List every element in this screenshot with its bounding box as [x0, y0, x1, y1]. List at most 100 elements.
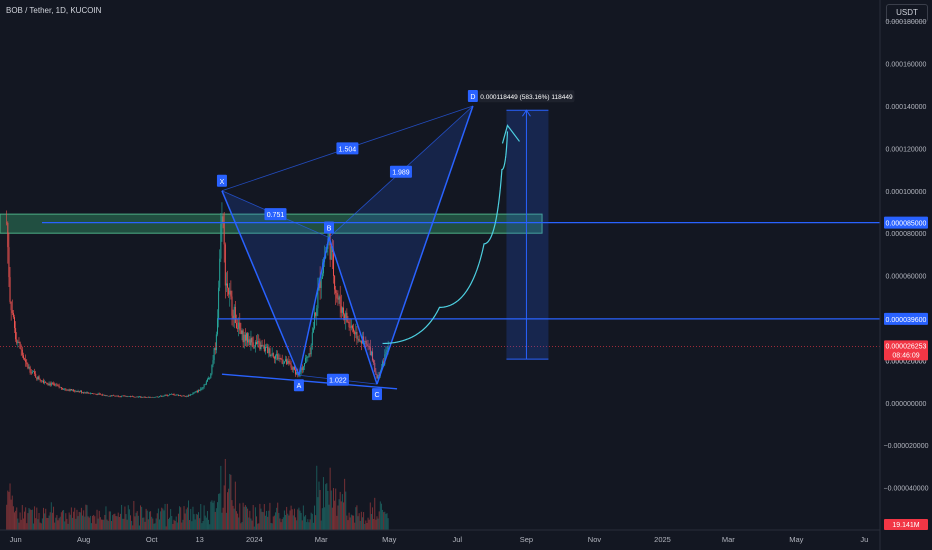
volume-bar: [199, 518, 201, 530]
candle: [22, 355, 24, 359]
projection-label: 0.000118449 (583.16%) 118449: [480, 94, 573, 101]
candle: [182, 395, 184, 397]
point-label: B: [327, 225, 332, 232]
candle: [167, 395, 169, 396]
candle: [202, 386, 204, 389]
candle: [267, 346, 269, 354]
volume-bar: [357, 516, 359, 530]
candle: [306, 356, 308, 358]
volume-bar: [89, 515, 91, 530]
volume-bar: [326, 483, 328, 530]
candle: [76, 391, 78, 392]
volume-bar: [218, 493, 220, 530]
candle: [177, 394, 179, 396]
bcd-triangle: [329, 106, 473, 385]
volume-bar: [63, 509, 65, 530]
candle: [96, 394, 98, 395]
candle: [302, 366, 304, 371]
price-axis[interactable]: 0.000180000 0.000160000 0.000140000 0.00012…: [879, 0, 929, 550]
volume-bar: [302, 505, 304, 530]
candle: [199, 389, 201, 391]
volume-bar: [290, 505, 292, 530]
volume-bar: [15, 510, 17, 530]
candle: [65, 388, 67, 390]
currency-button[interactable]: USDT: [886, 4, 928, 22]
volume-bar: [31, 509, 33, 530]
volume-bar: [368, 519, 370, 530]
volume-bar: [292, 515, 294, 530]
volume-bar: [316, 465, 318, 530]
projection-layer: 0.000118449 (583.16%) 118449: [382, 90, 575, 360]
volume-bar: [190, 508, 192, 530]
candle: [17, 341, 19, 344]
candle: [145, 397, 147, 398]
time-axis[interactable]: Jun Aug Oct 13 2024 Mar May Jul Sep Nov 2025 Mar May…: [0, 529, 880, 544]
volume-bar: [201, 523, 203, 530]
candle: [92, 393, 94, 394]
price-tag-bg: [884, 216, 928, 229]
candle: [280, 358, 282, 360]
candle: [251, 337, 253, 343]
projection-arrowhead: [522, 109, 531, 117]
candle: [222, 216, 224, 223]
time-tick-label: 2024: [246, 535, 263, 544]
volume-bar: [382, 509, 384, 530]
volume-bar: [222, 507, 224, 530]
volume-bar: [306, 522, 308, 530]
candle: [285, 359, 287, 362]
volume-bar: [171, 515, 173, 530]
candle: [35, 373, 37, 378]
candle: [363, 336, 365, 342]
candle: [143, 396, 145, 398]
candle: [281, 359, 283, 364]
ratio-label-bg: [389, 165, 412, 178]
time-tick-label: Mar: [722, 535, 735, 544]
volume-bar: [166, 503, 168, 530]
volume-bar: [150, 511, 152, 530]
candle: [204, 384, 206, 386]
volume-bar: [360, 511, 362, 530]
volume-bar: [135, 512, 137, 530]
volume-bar: [241, 521, 243, 530]
volume-bar: [76, 509, 78, 530]
candle: [282, 363, 284, 364]
candle: [257, 341, 259, 345]
candle: [373, 360, 375, 363]
volume-bar: [228, 488, 230, 530]
candle: [104, 394, 106, 396]
candle: [102, 394, 104, 396]
candle: [293, 366, 295, 370]
volume-bar: [374, 497, 376, 530]
pattern-leg: [376, 105, 474, 385]
volume-bar: [134, 516, 136, 530]
volume-bar: [173, 519, 175, 530]
volume-bar: [185, 509, 187, 530]
volume-bar: [126, 519, 128, 530]
candle: [24, 358, 26, 360]
candle: [165, 394, 167, 396]
volume-bar: [251, 520, 253, 530]
candle: [198, 389, 200, 392]
volume-bar: [170, 509, 172, 530]
candle: [55, 384, 57, 386]
volume-bar: [182, 519, 184, 530]
volume-bar: [273, 515, 275, 530]
volume-bar: [53, 506, 55, 530]
candle: [184, 395, 186, 397]
candle: [249, 339, 251, 346]
horizontal-lines-layer: 0.000085000 0.000039600: [0, 216, 928, 347]
candle: [273, 357, 275, 359]
candle: [144, 396, 146, 398]
volume-bar: [327, 490, 329, 530]
candle: [166, 395, 168, 396]
candle: [49, 383, 51, 386]
volume-bar: [330, 490, 332, 530]
price-tick-label: 0.000180000: [886, 19, 927, 26]
candle: [73, 389, 75, 391]
candle: [321, 273, 323, 279]
candle: [303, 363, 305, 367]
volume-bar: [121, 504, 123, 530]
candle: [349, 327, 351, 328]
volume-bar: [283, 510, 285, 530]
